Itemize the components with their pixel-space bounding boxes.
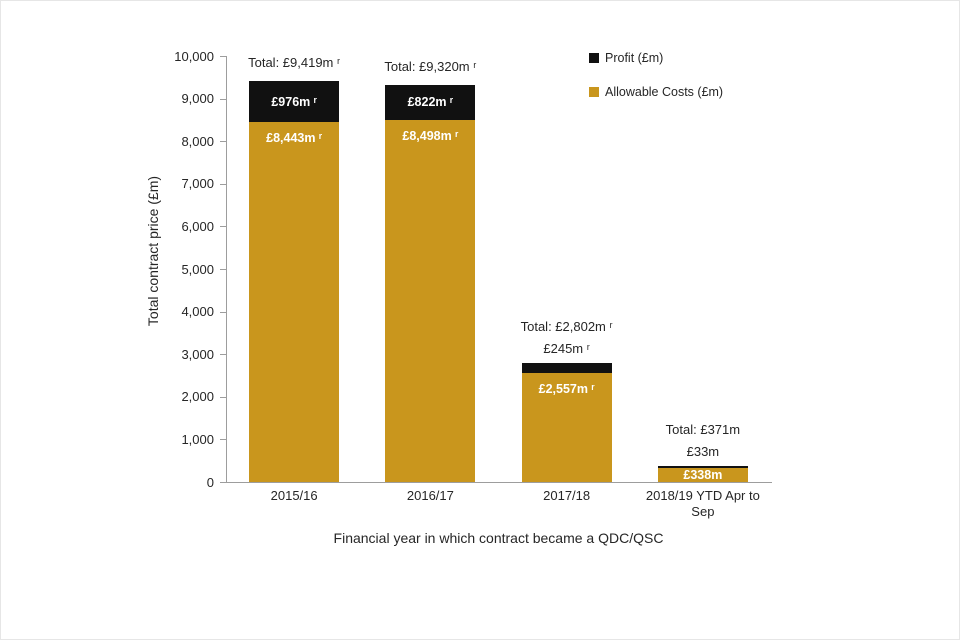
legend-item: Allowable Costs (£m) [589,85,723,99]
bar-slot: Total: £9,320m ʳ £822m ʳ £8,498m ʳ [362,56,498,482]
y-axis-line [226,56,227,483]
y-tick-label: 6,000 [181,218,214,234]
bar-segment-profit [249,80,340,123]
y-tick-mark [220,56,226,57]
y-tick-label: 1,000 [181,431,214,447]
bar-slot: Total: £2,802m ʳ £245m ʳ £2,557m ʳ [499,56,635,482]
bar-segment-costs [657,467,748,482]
costs-value-label: £8,443m ʳ [266,131,323,146]
legend-swatch-icon [589,87,599,97]
y-tick-label: 7,000 [181,176,214,192]
profit-value-label: £976m ʳ [271,94,317,109]
y-tick-mark [220,354,226,356]
legend-swatch-icon [589,53,599,63]
bar-segment-profit [521,362,612,374]
y-tick-mark [220,482,226,483]
profit-value-label: £33m [686,444,720,460]
y-tick-mark [220,439,226,441]
profit-value-label: £822m ʳ [407,95,454,110]
y-tick-label: 2,000 [181,389,214,405]
y-tick-mark [220,396,226,398]
y-tick-label: 0 [206,474,214,490]
x-tick-label: 2015/16 [270,488,318,503]
y-tick-mark [220,98,226,100]
y-tick-mark [220,311,226,313]
legend: Profit (£m) Allowable Costs (£m) [589,51,723,99]
y-tick-mark [220,226,226,228]
costs-value-label: £338m [683,467,723,482]
y-tick-mark [220,141,226,143]
x-tick-label: 2016/17 [406,488,454,503]
plot-area: Total: £9,419m ʳ £976m ʳ £8,443m ʳ Total: £… [226,54,771,482]
bar-segment-profit [657,466,748,468]
y-tick-mark [220,183,226,185]
costs-value-label: £8,498m ʳ [402,129,459,143]
y-tick-label: 4,000 [181,304,214,320]
bar-segment-profit [385,84,476,120]
total-value-label: Total: £9,320m ʳ [384,58,477,74]
legend-item: Profit (£m) [589,51,723,65]
y-tick-label: 9,000 [181,91,214,107]
bar-segment-costs [385,120,476,482]
y-tick-label: 5,000 [181,261,214,277]
total-value-label: Total: £371m [665,422,741,438]
y-tick-label: 10,000 [174,48,214,64]
x-tick-label: 2018/19 YTD Apr to Sep [645,488,760,519]
y-tick-label: 3,000 [181,346,214,362]
costs-value-label: £2,557m ʳ [538,382,595,397]
bar-slot: Total: £9,419m ʳ £976m ʳ £8,443m ʳ [226,54,362,482]
bar-segment-costs [521,373,612,482]
profit-value-label: £245m ʳ [543,340,590,356]
x-axis-title: Financial year in which contract became … [333,530,664,546]
x-axis-line [226,482,772,483]
bar-slot: Total: £371m £33m £338m [635,56,771,482]
y-tick-mark [220,269,226,270]
legend-label: Profit (£m) [605,51,664,65]
total-value-label: Total: £9,419m ʳ [248,54,341,70]
total-value-label: Total: £2,802m ʳ [520,318,613,334]
bar-segment-costs [249,122,340,482]
legend-label: Allowable Costs (£m) [605,85,724,99]
x-tick-label: 2017/18 [543,488,591,503]
y-tick-label: 8,000 [181,133,214,149]
